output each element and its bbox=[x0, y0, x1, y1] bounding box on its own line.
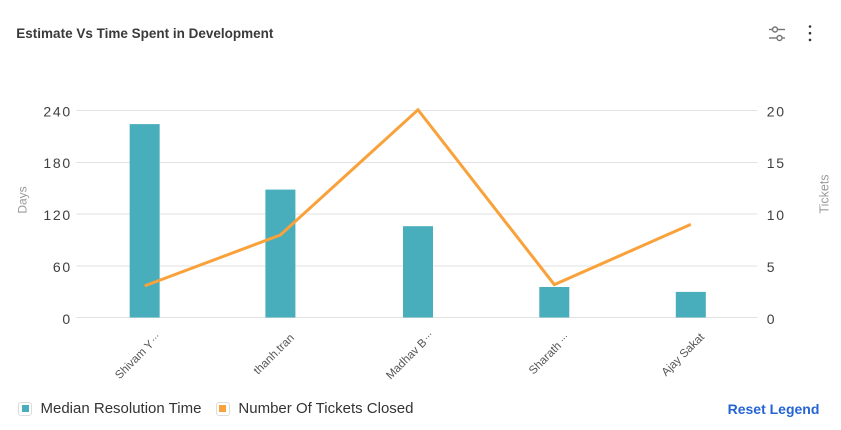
svg-text:Tickets: Tickets bbox=[817, 174, 831, 213]
svg-text:5: 5 bbox=[767, 259, 777, 275]
svg-text:240: 240 bbox=[43, 103, 71, 119]
svg-text:Ajay Sakat: Ajay Sakat bbox=[660, 331, 708, 379]
svg-text:Sharath...: Sharath... bbox=[525, 329, 573, 377]
svg-text:Shivam Y...: Shivam Y... bbox=[111, 329, 164, 382]
svg-text:180: 180 bbox=[43, 155, 71, 171]
svg-text:0: 0 bbox=[767, 311, 777, 327]
svg-text:15: 15 bbox=[767, 155, 786, 171]
svg-text:Days: Days bbox=[15, 186, 29, 213]
svg-text:0: 0 bbox=[62, 311, 72, 327]
svg-text:thanh.tran: thanh.tran bbox=[252, 332, 297, 377]
svg-text:Madhav B...: Madhav B... bbox=[382, 327, 437, 382]
svg-text:60: 60 bbox=[53, 259, 72, 275]
svg-text:10: 10 bbox=[767, 207, 786, 223]
svg-text:120: 120 bbox=[43, 207, 71, 223]
svg-text:20: 20 bbox=[767, 103, 786, 119]
